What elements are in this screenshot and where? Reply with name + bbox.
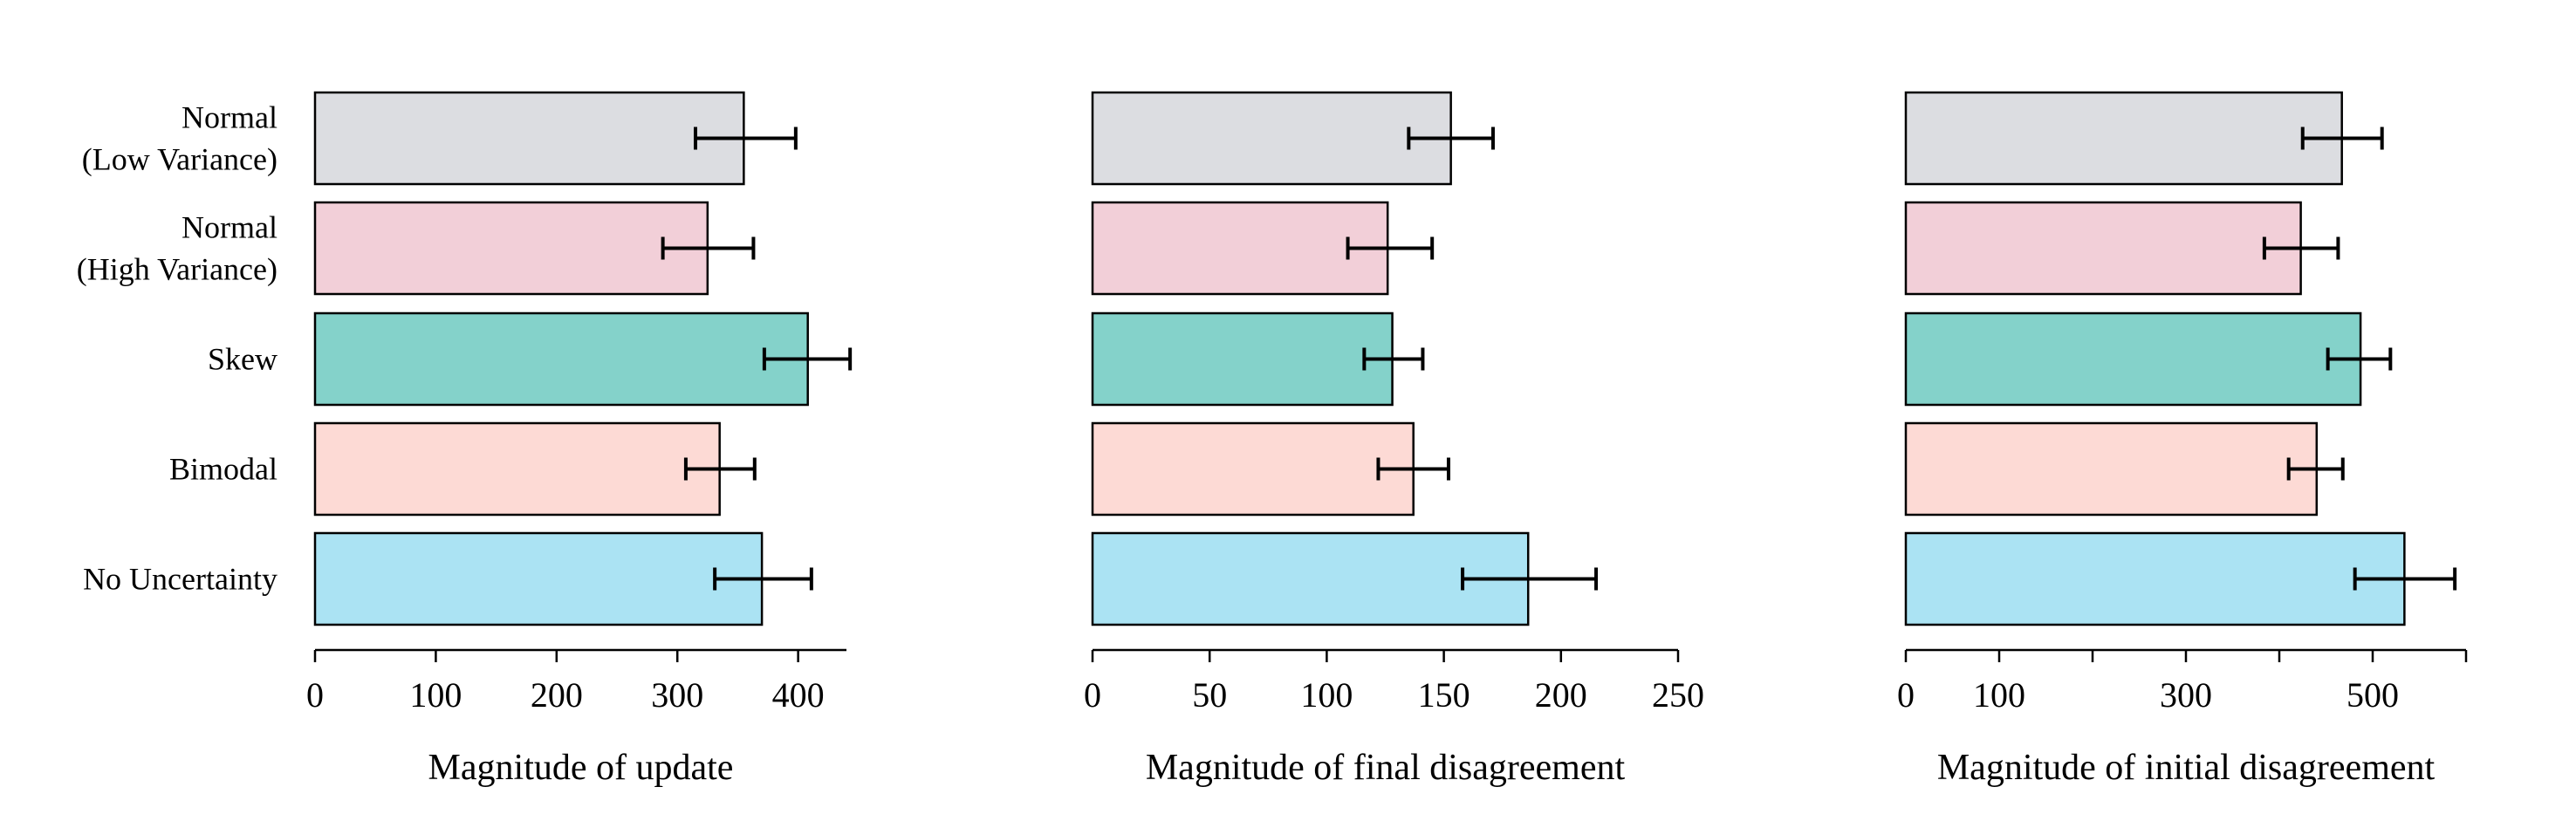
x-tick-label: 300 bbox=[2160, 675, 2212, 715]
x-tick-label: 100 bbox=[1973, 675, 2025, 715]
bar bbox=[313, 531, 764, 626]
x-tick-label: 100 bbox=[1300, 675, 1353, 715]
category-label: Bimodal bbox=[169, 452, 277, 487]
bar bbox=[1904, 201, 2302, 296]
chart-panel-1: Normal (Low Variance) Normal (High Variance… bbox=[77, 91, 853, 788]
bar bbox=[313, 421, 721, 517]
x-tick-label: 500 bbox=[2346, 675, 2399, 715]
category-label: Skew bbox=[208, 342, 277, 377]
bar bbox=[1904, 531, 2406, 626]
x-tick-label: 50 bbox=[1192, 675, 1227, 715]
bar bbox=[1904, 311, 2362, 407]
x-tick-label: 400 bbox=[772, 675, 825, 715]
category-label: No Uncertainty bbox=[83, 562, 277, 597]
x-tick-label: 0 bbox=[1897, 675, 1915, 715]
bar bbox=[313, 201, 709, 296]
bar bbox=[1904, 91, 2343, 186]
x-axis-label: Magnitude of initial disagreement bbox=[1937, 748, 2436, 788]
bar bbox=[1091, 91, 1452, 186]
category-label: Normal (High Variance) bbox=[77, 210, 277, 287]
chart-panel-2: 0 50 100 150 200 250 Magnitude of final disagr… bbox=[1084, 91, 1704, 788]
bar bbox=[1904, 421, 2319, 517]
x-tick-label: 0 bbox=[306, 675, 324, 715]
bar bbox=[1091, 201, 1389, 296]
bar bbox=[1091, 421, 1415, 517]
x-tick-label: 250 bbox=[1652, 675, 1704, 715]
x-tick-label: 300 bbox=[651, 675, 703, 715]
bar bbox=[313, 91, 745, 186]
x-tick-label: 100 bbox=[409, 675, 462, 715]
x-tick-label: 150 bbox=[1418, 675, 1470, 715]
x-tick-label: 0 bbox=[1084, 675, 1101, 715]
category-label: Normal (Low Variance) bbox=[82, 100, 277, 177]
x-tick-label: 200 bbox=[531, 675, 583, 715]
x-axis-label: Magnitude of update bbox=[428, 748, 734, 788]
bar bbox=[313, 311, 809, 407]
chart-panel-3: 0 100 300 500 Magnitude of initial disagreem… bbox=[1897, 91, 2468, 788]
x-axis-label: Magnitude of final disagreement bbox=[1146, 748, 1626, 788]
bar bbox=[1091, 311, 1394, 407]
x-tick-label: 200 bbox=[1535, 675, 1587, 715]
